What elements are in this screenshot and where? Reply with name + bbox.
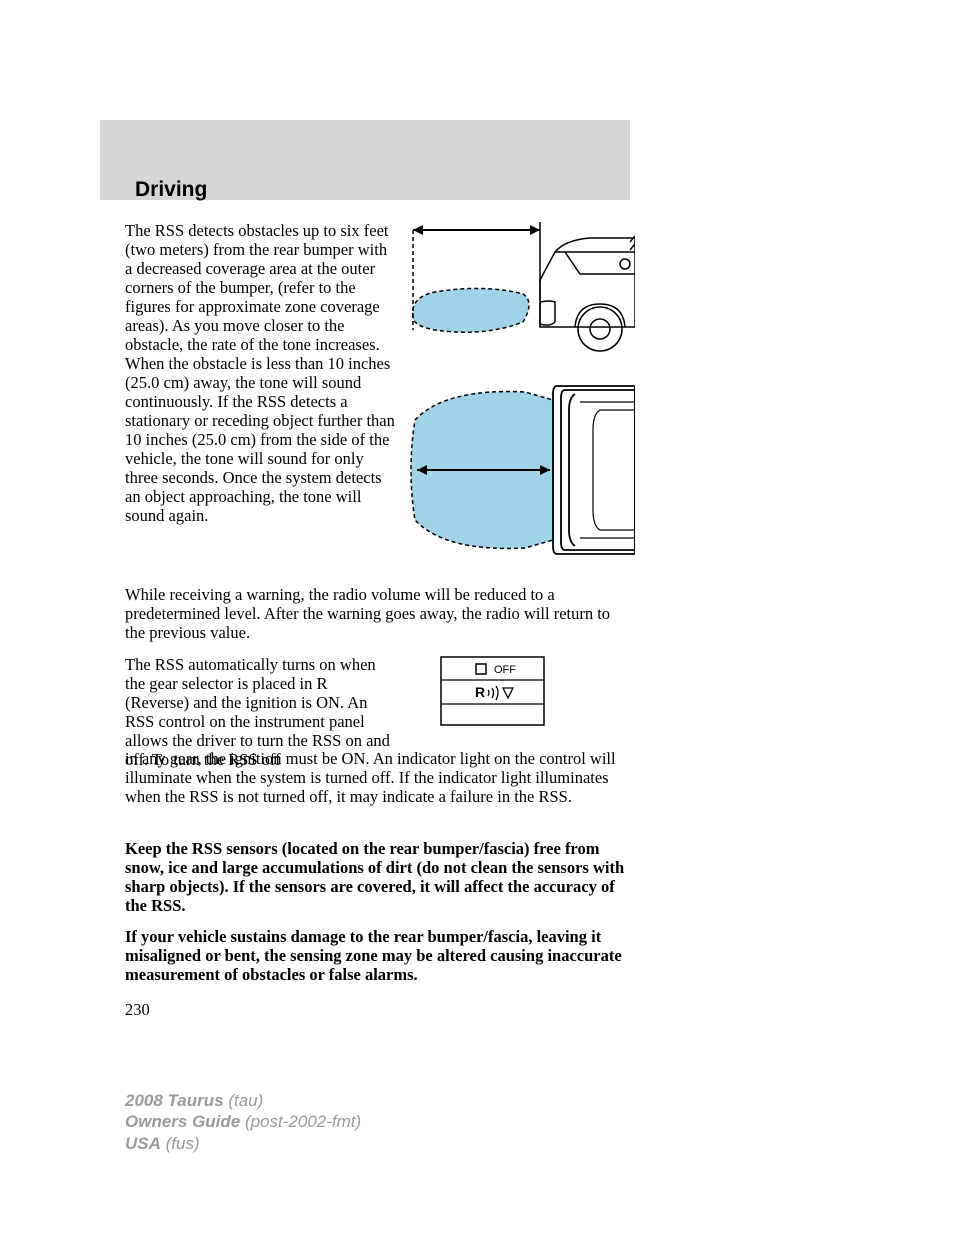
footer-line-2: Owners Guide (post-2002-fmt) (125, 1111, 361, 1132)
manual-page: Driving The RSS detects obstacles up to … (0, 0, 954, 1235)
footer-line-1: 2008 Taurus (tau) (125, 1090, 361, 1111)
paragraph-radio-volume: While receiving a warning, the radio vol… (125, 586, 630, 643)
figure-rss-control: OFF R (440, 656, 545, 726)
section-title: Driving (135, 178, 207, 202)
figure-rear-view (405, 380, 635, 560)
footer-block: 2008 Taurus (tau) Owners Guide (post-200… (125, 1090, 361, 1154)
paragraph-bumper-damage: If your vehicle sustains damage to the r… (125, 928, 635, 985)
footer-line-3: USA (fus) (125, 1133, 361, 1154)
paragraph-rss-detection: The RSS detects obstacles up to six feet… (125, 222, 395, 526)
off-label: OFF (494, 664, 516, 676)
paragraph-keep-sensors-clean: Keep the RSS sensors (located on the rea… (125, 840, 635, 916)
r-label: R (475, 684, 485, 700)
figure-side-view (405, 222, 635, 367)
page-number: 230 (125, 1000, 150, 1020)
paragraph-rss-auto-on-b: in any gear, the ignition must be ON. An… (125, 750, 635, 807)
